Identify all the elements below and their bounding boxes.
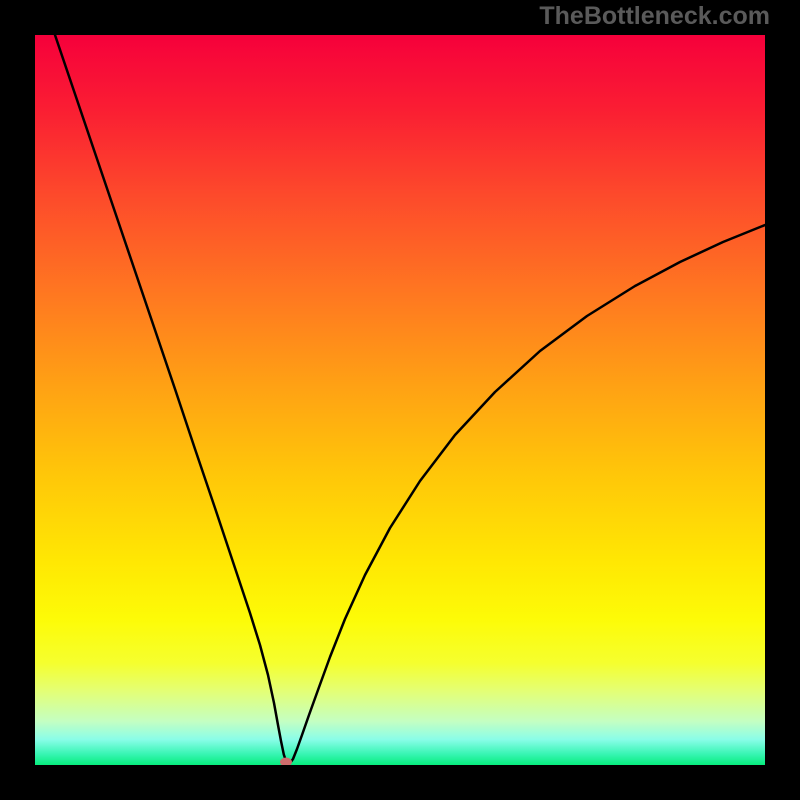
plot-svg [35, 35, 765, 765]
gradient-background [35, 35, 765, 765]
chart-container: TheBottleneck.com [0, 0, 800, 800]
watermark-text: TheBottleneck.com [539, 2, 770, 31]
plot-area [35, 35, 765, 765]
